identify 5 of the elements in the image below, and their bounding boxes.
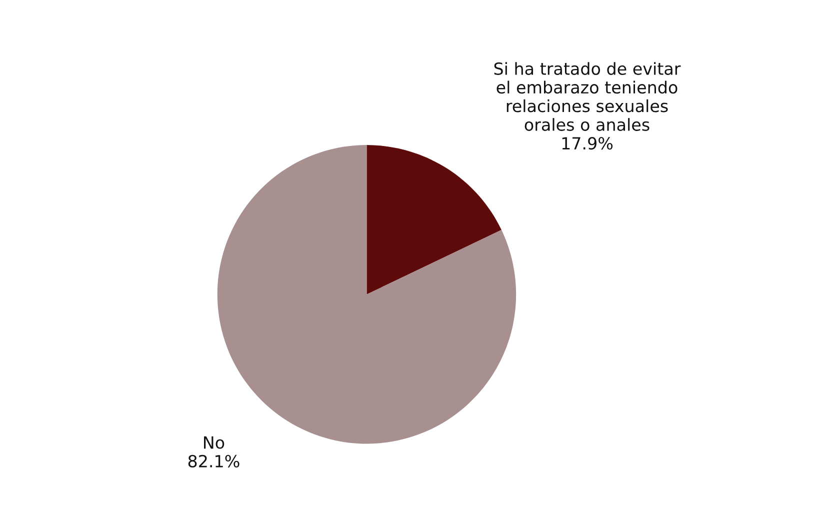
data-label: 82.1%: [188, 454, 240, 468]
slice-label: No: [204, 436, 224, 449]
data-label: 17.9%: [562, 137, 613, 150]
slice-label: Si ha tratado de evitar el embarazo teniendo relaciones sexuales orales o anales: [494, 62, 681, 131]
pie-slice: [366, 145, 502, 294]
